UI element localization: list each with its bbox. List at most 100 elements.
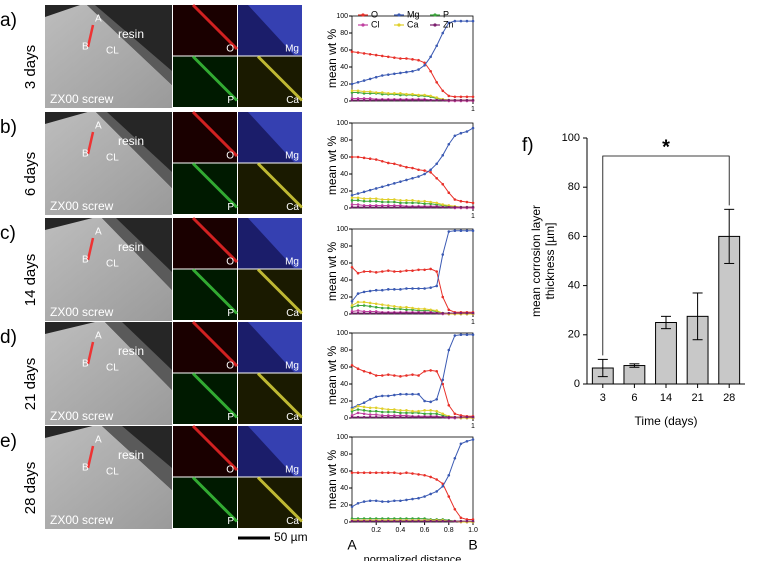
data-point (423, 64, 426, 67)
data-point (441, 98, 445, 102)
data-point (453, 456, 457, 460)
data-point (405, 57, 408, 60)
data-point (362, 401, 366, 405)
element-map (173, 322, 237, 373)
data-point (411, 415, 414, 419)
data-point (362, 52, 366, 55)
data-point (429, 94, 432, 98)
data-point (417, 268, 420, 272)
data-point (447, 519, 451, 523)
data-point (374, 415, 378, 419)
data-point (374, 413, 378, 416)
data-point (380, 410, 384, 414)
legend-marker (397, 23, 401, 27)
data-point (435, 311, 439, 315)
data-point (459, 229, 463, 232)
data-point (465, 95, 469, 99)
data-point (362, 415, 366, 419)
y-tick-label: 20 (340, 398, 348, 405)
data-point (405, 415, 408, 419)
data-point (417, 58, 420, 62)
data-point (405, 519, 408, 523)
y-tick-label: 0 (344, 98, 348, 105)
data-point (374, 197, 378, 200)
y-tick-label: 40 (568, 280, 580, 292)
data-point (350, 304, 354, 307)
data-point (380, 306, 384, 310)
data-point (368, 98, 372, 102)
screw-region (45, 426, 172, 529)
data-point (380, 198, 384, 201)
data-point (362, 98, 366, 102)
data-point (435, 309, 439, 312)
data-point (356, 415, 360, 419)
data-point (435, 415, 439, 419)
data-point (399, 411, 402, 415)
y-axis-label: thickness [µm] (543, 223, 557, 300)
data-point (393, 98, 396, 102)
data-point (411, 201, 414, 205)
data-point (423, 169, 426, 172)
data-point (387, 500, 390, 503)
data-point (387, 205, 390, 209)
data-point (435, 98, 439, 102)
element-band (191, 216, 239, 264)
element-band (256, 372, 304, 419)
data-point (447, 415, 451, 419)
image-label: resin (118, 344, 144, 358)
image-label: resin (118, 27, 144, 41)
data-point (411, 306, 414, 310)
panel-label: f) (522, 135, 534, 156)
data-point (368, 409, 372, 413)
data-point (393, 374, 396, 377)
data-point (411, 199, 414, 202)
corrosion-layer (102, 218, 172, 290)
data-point (387, 55, 390, 59)
legend-label: Zn (443, 19, 454, 29)
data-point (411, 69, 414, 73)
data-point (429, 412, 432, 416)
data-point (447, 308, 451, 312)
data-point (441, 295, 445, 299)
scale-bar-label: 50 µm (274, 530, 308, 544)
data-point (387, 200, 390, 204)
image-label: A (95, 435, 102, 446)
data-point (447, 230, 451, 233)
data-point (368, 519, 372, 523)
mg-region (248, 5, 302, 55)
data-point (411, 98, 414, 102)
data-point (393, 410, 396, 414)
data-point (356, 192, 360, 195)
data-point (459, 519, 463, 523)
significance-bracket (602, 155, 730, 356)
map-label: Ca (286, 516, 299, 527)
data-point (465, 98, 469, 102)
data-point (405, 205, 408, 209)
corrosion-layer (87, 5, 172, 85)
data-point (411, 311, 414, 315)
data-point (368, 90, 372, 93)
element-map (173, 112, 237, 163)
data-point (423, 202, 426, 206)
data-point (393, 182, 396, 185)
data-point (350, 203, 354, 206)
data-point (447, 205, 451, 209)
data-point (368, 157, 372, 160)
data-point (368, 188, 372, 192)
data-point (356, 404, 360, 408)
data-point (417, 311, 420, 315)
x-tick-label: 1.0 (468, 527, 478, 534)
bar (623, 365, 646, 385)
data-point (405, 92, 408, 96)
data-point (423, 268, 426, 272)
element-map (238, 269, 302, 320)
x-tick-label: 0.4 (396, 527, 406, 534)
data-point (356, 519, 360, 523)
data-point (411, 176, 414, 180)
data-point (429, 311, 432, 315)
data-point (405, 178, 408, 182)
data-point (435, 490, 439, 493)
data-point (380, 311, 384, 315)
screw-region (45, 112, 172, 215)
legend-label: Mg (407, 9, 420, 19)
